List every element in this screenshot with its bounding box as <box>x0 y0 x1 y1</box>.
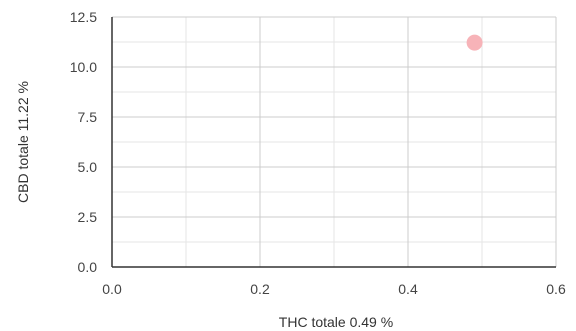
grid-lines <box>111 16 557 268</box>
x-tick-label: 0.4 <box>398 281 418 297</box>
scatter-point <box>466 34 483 51</box>
x-tick-labels: 0.0 0.2 0.4 0.6 <box>102 281 566 297</box>
y-tick-label: 7.5 <box>78 109 98 125</box>
axes <box>111 17 556 268</box>
y-tick-label: 0.0 <box>78 259 98 275</box>
y-tick-label: 2.5 <box>78 209 98 225</box>
x-axis-title: THC totale 0.49 % <box>279 314 393 330</box>
y-tick-label: 10.0 <box>70 59 97 75</box>
x-tick-label: 0.2 <box>250 281 270 297</box>
y-tick-labels: 0.0 2.5 5.0 7.5 10.0 12.5 <box>70 9 97 275</box>
data-points <box>466 34 483 51</box>
x-tick-label: 0.0 <box>102 281 122 297</box>
y-axis-title: CBD totale 11.22 % <box>15 81 31 203</box>
y-tick-label: 12.5 <box>70 9 97 25</box>
y-tick-label: 5.0 <box>78 159 98 175</box>
x-tick-label: 0.6 <box>546 281 566 297</box>
